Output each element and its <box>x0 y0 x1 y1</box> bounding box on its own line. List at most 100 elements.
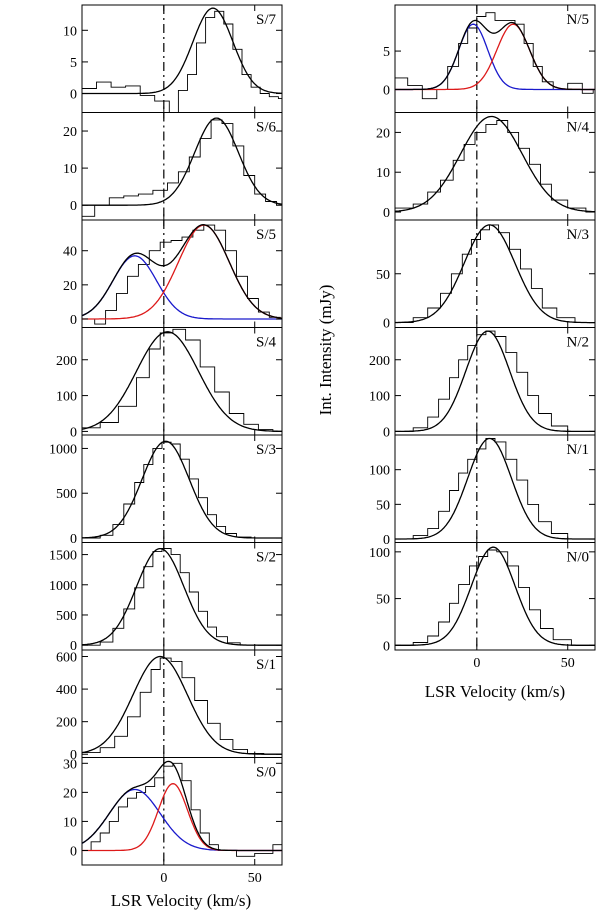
x-axis-title-right: LSR Velocity (km/s) <box>425 682 565 701</box>
y-tick-label: 1000 <box>49 579 77 594</box>
y-tick-label: 20 <box>63 786 77 801</box>
data-histogram <box>82 10 282 113</box>
data-histogram <box>395 120 595 213</box>
panel-s-0: 0 10 20 30 0 50 S/0 <box>63 757 283 886</box>
panel-label: N/5 <box>567 12 590 28</box>
fit-curve <box>82 7 282 95</box>
y-tick-label: 400 <box>56 683 77 698</box>
panel-content <box>395 112 595 220</box>
data-histogram <box>395 224 595 324</box>
panel-label: S/3 <box>256 442 276 458</box>
blue-component-curve <box>82 788 282 852</box>
panel-label: N/4 <box>567 120 590 136</box>
fit-curve <box>395 546 595 646</box>
y-tick-label: 1500 <box>49 549 77 564</box>
y-tick-label: 500 <box>56 609 77 624</box>
data-histogram <box>395 330 595 432</box>
data-histogram <box>82 657 282 755</box>
y-tick-label: 50 <box>376 593 390 608</box>
panel-content <box>82 112 282 220</box>
panel-label: S/0 <box>256 765 276 781</box>
fit-curve <box>82 440 282 539</box>
panel-n-0: 0 50 100 0 50 N/0 <box>369 542 596 671</box>
y-tick-label: 0 <box>70 844 77 859</box>
blue-component-curve <box>82 255 282 320</box>
data-histogram <box>82 548 282 646</box>
panel-content <box>82 650 282 758</box>
y-tick-label: 0 <box>383 533 390 548</box>
panel-s-4: 0 100 200 S/4 <box>56 327 283 440</box>
panel-content <box>82 5 282 113</box>
fit-curve <box>395 437 595 540</box>
panel-content <box>395 435 595 543</box>
panel-content <box>82 220 282 328</box>
y-tick-label: 50 <box>376 268 390 283</box>
panel-label: S/6 <box>256 120 277 136</box>
panel-s-5: 0 20 40 S/5 <box>63 219 283 328</box>
panel-frame <box>394 219 596 328</box>
y-axis-title: Int. Intensity (mJy) <box>316 285 335 416</box>
y-tick-label: 10 <box>63 24 77 39</box>
panel-s-7: 0 5 10 S/7 <box>63 4 283 113</box>
y-tick-label: 20 <box>376 126 390 141</box>
x-axis-title-left: LSR Velocity (km/s) <box>111 891 251 910</box>
red-component-curve <box>82 783 282 852</box>
y-tick-label: 0 <box>70 88 77 103</box>
panel-frame <box>81 219 283 328</box>
panel-s-3: 0 500 1000 S/3 <box>49 434 283 547</box>
panel-frame <box>81 112 283 221</box>
panel-label: N/0 <box>567 550 590 566</box>
panel-content <box>82 327 282 435</box>
y-tick-label: 0 <box>70 639 77 654</box>
panel-frame <box>394 434 596 543</box>
y-tick-label: 5 <box>70 56 77 71</box>
x-tick-label: 0 <box>160 871 167 886</box>
y-tick-label: 600 <box>56 651 77 666</box>
data-histogram <box>395 549 595 646</box>
panel-frame <box>81 4 283 113</box>
y-tick-label: 1000 <box>49 442 77 457</box>
data-histogram <box>82 119 282 217</box>
panel-frame <box>81 434 283 543</box>
y-tick-label: 50 <box>376 498 390 513</box>
y-tick-label: 10 <box>376 166 390 181</box>
fit-curve <box>82 117 282 206</box>
panel-n-3: 0 50 N/3 <box>376 219 596 332</box>
y-tick-label: 10 <box>63 815 77 830</box>
fit-curve <box>82 547 282 646</box>
y-tick-label: 200 <box>369 354 390 369</box>
panel-label: S/1 <box>256 657 276 673</box>
y-tick-label: 40 <box>63 245 77 260</box>
panel-content <box>82 542 282 650</box>
panel-n-5: 0 5 N/5 <box>383 4 596 113</box>
panel-label: N/3 <box>567 227 590 243</box>
panel-label: N/2 <box>567 335 590 351</box>
fit-curve <box>395 330 595 433</box>
fit-curve <box>395 115 595 213</box>
panel-content <box>395 542 595 650</box>
panel-s-1: 0 200 400 600 S/1 <box>56 649 283 763</box>
panel-label: N/1 <box>567 442 590 458</box>
y-tick-label: 20 <box>63 279 77 294</box>
y-tick-label: 0 <box>70 313 77 328</box>
panel-content <box>82 435 282 543</box>
y-tick-label: 0 <box>70 199 77 214</box>
panel-frame <box>394 4 596 113</box>
y-tick-label: 5 <box>383 45 390 60</box>
panel-n-1: 0 50 100 N/1 <box>369 434 596 548</box>
y-tick-label: 0 <box>70 425 77 440</box>
y-tick-label: 0 <box>383 83 390 98</box>
data-histogram <box>82 441 282 539</box>
y-tick-label: 20 <box>63 125 77 140</box>
panel-n-4: 0 10 20 N/4 <box>376 112 596 221</box>
red-component-curve <box>395 23 595 91</box>
panel-content <box>395 5 595 113</box>
panel-frame <box>394 542 596 651</box>
panel-label: S/4 <box>256 335 277 351</box>
fit-curve <box>82 331 282 432</box>
y-tick-label: 10 <box>63 162 77 177</box>
y-tick-label: 100 <box>369 464 390 479</box>
y-tick-label: 0 <box>70 532 77 547</box>
panel-label: S/2 <box>256 550 276 566</box>
